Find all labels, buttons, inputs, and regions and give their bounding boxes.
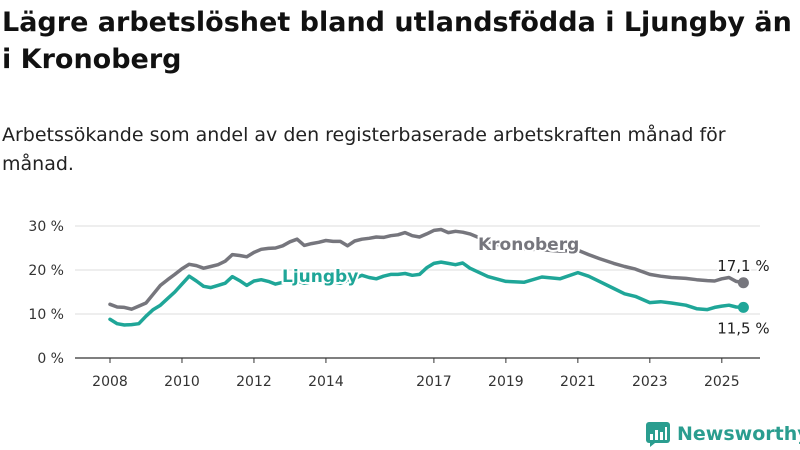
x-tick-label: 2021 <box>560 374 596 390</box>
series-end-dot-kronoberg <box>737 277 749 289</box>
x-tick-label: 2023 <box>632 374 668 390</box>
chart-subtitle: Arbetssökande som andel av den registerb… <box>2 124 726 175</box>
x-tick-label: 2025 <box>704 374 740 390</box>
brand-name: Newsworthy <box>677 423 800 445</box>
x-tick-label: 2014 <box>308 374 344 390</box>
newsworthy-logo-icon <box>646 422 670 447</box>
end-value-label-ljungby: 11,5 % <box>717 319 769 337</box>
y-tick-label: 10 % <box>28 307 64 323</box>
x-tick-label: 2019 <box>488 374 524 390</box>
x-tick-label: 2010 <box>164 374 200 390</box>
grid-layer <box>75 225 760 315</box>
newsworthy-brand[interactable]: Newsworthy <box>645 420 800 448</box>
y-tick-label: 0 % <box>37 351 64 367</box>
series-line-ljungby <box>108 260 746 327</box>
x-tick-label: 2017 <box>416 374 452 390</box>
y-tick-label: 20 % <box>28 263 64 279</box>
label-layer: Kronoberg Ljungby 17,1 % 11,5 % <box>280 233 772 339</box>
series-label-kronoberg: Kronoberg <box>478 235 579 255</box>
y-tick-label: 30 % <box>28 219 64 235</box>
x-tick-label: 2008 <box>92 374 128 390</box>
end-value-label-kronoberg: 17,1 % <box>717 257 769 275</box>
series-line-kronoberg <box>108 227 746 311</box>
series-label-ljungby: Ljungby <box>282 267 358 287</box>
chart-title: Lägre arbetslöshet bland utlandsfödda i … <box>2 7 792 75</box>
series-end-dot-ljungby <box>737 301 749 313</box>
axis-layer: 0 % 10 % 20 % 30 % 2008 2010 2012 2014 2017 2019 2… <box>28 219 760 390</box>
series-layer <box>108 227 749 327</box>
x-tick-label: 2012 <box>236 374 272 390</box>
